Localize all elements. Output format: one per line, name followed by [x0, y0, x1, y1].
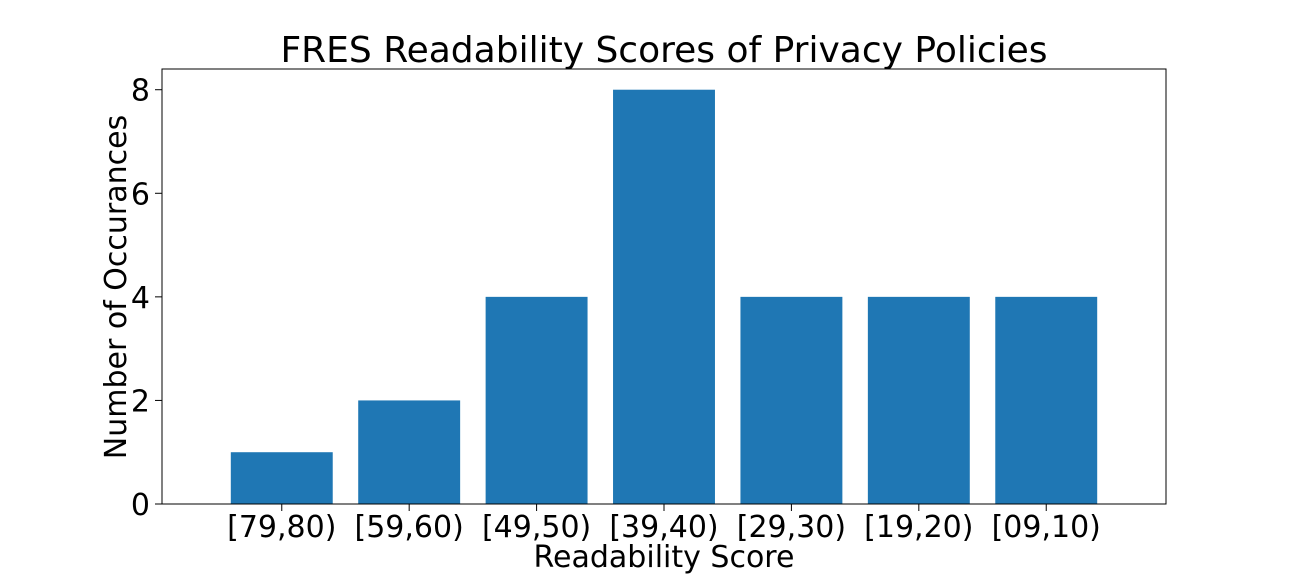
y-tick-label-1: 2 [131, 384, 150, 419]
y-axis-label: Number of Occurances [99, 115, 134, 459]
bar-1 [358, 400, 461, 504]
bars-layer [230, 89, 1098, 504]
x-axis: [79,80) [59,60) [49,50) [39,40) [29,30) [19,2… [227, 504, 1101, 545]
x-tick-label-2: [49,50) [482, 510, 591, 545]
bar-2 [485, 296, 588, 504]
bar-5 [867, 296, 970, 504]
y-tick-label-3: 6 [131, 177, 150, 212]
x-tick-label-0: [79,80) [227, 510, 336, 545]
bar-0 [230, 452, 333, 504]
y-tick-label-0: 0 [131, 488, 150, 523]
bar-6 [995, 296, 1098, 504]
x-tick-label-5: [19,20) [864, 510, 973, 545]
y-tick-label-4: 8 [131, 74, 150, 109]
x-tick-label-6: [09,10) [992, 510, 1101, 545]
bar-4 [740, 296, 843, 504]
x-tick-label-1: [59,60) [355, 510, 464, 545]
chart-title: FRES Readability Scores of Privacy Polic… [280, 30, 1047, 71]
y-tick-label-2: 4 [131, 281, 150, 316]
y-axis: 0 2 4 6 8 [131, 74, 162, 523]
x-tick-label-4: [29,30) [737, 510, 846, 545]
x-tick-label-3: [39,40) [609, 510, 718, 545]
x-axis-label: Readability Score [534, 540, 795, 575]
bar-3 [613, 89, 715, 504]
